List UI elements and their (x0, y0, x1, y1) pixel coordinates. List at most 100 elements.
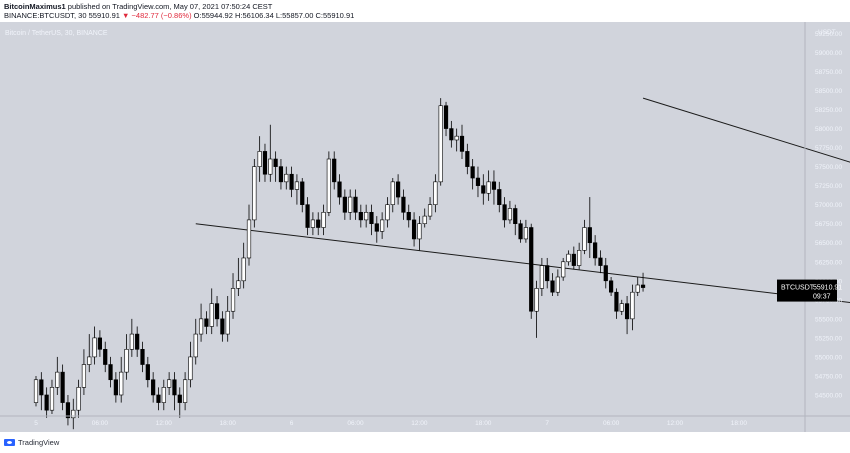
candle-body (145, 364, 150, 381)
candle-body (129, 333, 134, 350)
candle-body (55, 371, 60, 388)
candle-body (422, 215, 427, 225)
candle-body (76, 387, 81, 411)
candle-body (252, 166, 257, 221)
price-tick-label: 54750.00 (815, 373, 842, 380)
low-value: L:55857.00 (275, 11, 314, 20)
candle-body (603, 265, 608, 282)
time-tick-label: 18:00 (731, 420, 748, 427)
candle-body (465, 151, 470, 167)
candle-body (497, 189, 502, 205)
price-label-price: 55910.91 (813, 285, 842, 292)
candle-body (108, 364, 113, 381)
candle-body (172, 379, 177, 396)
candle-body (294, 181, 300, 190)
symbol-prefix: BINANCE:BTCUSDT, 30 (4, 11, 87, 20)
publish-text: published on TradingView.com, May 07, 20… (67, 2, 273, 11)
candle-body (401, 196, 406, 213)
price-tick-label: 57250.00 (815, 183, 842, 190)
candle-body (268, 158, 273, 175)
candle-body (198, 318, 204, 335)
candle-body (214, 303, 220, 320)
price-tick-label: 58250.00 (815, 107, 842, 114)
candle-body (310, 219, 316, 228)
price-label-symbol: BTCUSDT (781, 285, 815, 292)
candle-body (395, 181, 401, 198)
candle-body (534, 288, 539, 312)
candle-body (443, 105, 449, 129)
candle-body (225, 310, 230, 335)
price-label-countdown: 09:37 (813, 294, 831, 301)
candle-body (97, 337, 102, 350)
price-tick-label: 59250.00 (815, 31, 842, 38)
candle-body (380, 219, 385, 232)
chart-title: Bitcoin / TetherUS, 30, BINANCE (5, 30, 108, 37)
candle-body (103, 349, 108, 365)
candle-body (220, 318, 225, 335)
price-tick-label: 55250.00 (815, 335, 842, 342)
header-info: BitcoinMaximus1 published on TradingView… (0, 0, 850, 22)
candle-body (44, 394, 49, 411)
candle-body (561, 261, 566, 278)
candle-body (241, 257, 246, 282)
tradingview-logo-icon (4, 439, 15, 446)
candle-body (193, 333, 198, 358)
candle-body (390, 181, 395, 205)
upper-trendline (642, 97, 850, 163)
candle-body (529, 227, 534, 312)
price-tick-label: 55000.00 (815, 354, 842, 361)
candle-body (204, 318, 209, 327)
candle-body (470, 166, 475, 179)
candle-body (608, 280, 614, 293)
tradingview-brand: TradingView (18, 438, 60, 447)
price-tick-label: 56750.00 (815, 221, 842, 228)
candle-body (374, 223, 379, 232)
candle-body (236, 280, 241, 289)
candle-body (630, 291, 635, 320)
time-tick-label: 06:00 (347, 420, 364, 427)
candle-body (385, 204, 390, 221)
price-tick-label: 57750.00 (815, 145, 842, 152)
candle-body (614, 291, 619, 312)
candle-body (87, 356, 92, 365)
candle-body (167, 379, 172, 388)
candle-body (523, 227, 528, 240)
time-tick-label: 7 (545, 420, 549, 427)
chart-area[interactable]: Bitcoin / TetherUS, 30, BINANCE USDT 5925… (0, 22, 850, 432)
footer: TradingView (0, 432, 850, 453)
price-tick-label: 58750.00 (815, 69, 842, 76)
price-chart[interactable]: Bitcoin / TetherUS, 30, BINANCE USDT5925… (0, 22, 850, 432)
candle-body (230, 288, 236, 312)
candle-body (81, 364, 87, 388)
price-label: BTCUSDT 55910.91 09:37 (777, 279, 842, 302)
price-label-box (777, 279, 837, 302)
time-tick-label: 6 (290, 420, 294, 427)
candle-body (491, 181, 497, 190)
candle-body (624, 303, 630, 320)
candle-body (92, 337, 97, 358)
candle-body (113, 379, 118, 396)
candle-body (587, 227, 592, 244)
candle-body (640, 284, 646, 288)
price-axis-unit: USDT (818, 29, 836, 36)
candle-body (60, 371, 65, 403)
time-tick-label: 06:00 (603, 420, 620, 427)
close-value: C:55910.91 (315, 11, 355, 20)
candle-body (577, 250, 582, 266)
candle-body (635, 284, 640, 293)
time-tick-label: 06:00 (92, 420, 109, 427)
candle-body (513, 208, 518, 225)
candle-body (300, 181, 305, 205)
tradingview-logo[interactable]: TradingView (4, 438, 59, 447)
candle-body (417, 223, 422, 240)
candle-body (438, 105, 443, 183)
candle-body (353, 196, 358, 213)
time-tick-label: 12:00 (411, 420, 428, 427)
candle-body (348, 196, 353, 213)
high-value: H:56106.34 (234, 11, 274, 20)
candle-body (571, 253, 576, 266)
candle-body (326, 158, 331, 213)
candle-body (459, 135, 465, 152)
candle-body (358, 211, 363, 221)
price-tick-label: 57500.00 (815, 164, 842, 171)
